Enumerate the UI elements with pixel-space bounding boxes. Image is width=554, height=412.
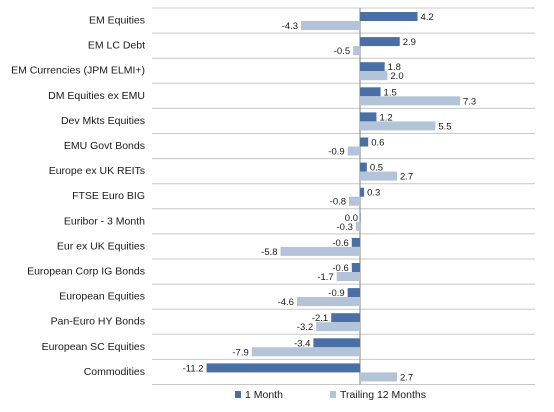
bar-trailing-12-months [316, 322, 360, 332]
bar-1-month [360, 162, 367, 172]
bar-trailing-12-months [360, 372, 397, 382]
bar-trailing-12-months [347, 146, 360, 156]
bar-1-month [331, 313, 360, 323]
data-label: 4.2 [421, 12, 434, 23]
bar-1-month [360, 137, 369, 147]
bar-1-month [360, 112, 377, 122]
data-label: -0.9 [328, 147, 344, 158]
bar-1-month [313, 338, 360, 348]
bar-trailing-12-months [355, 221, 360, 231]
data-label: -5.8 [261, 247, 277, 258]
bar-trailing-12-months [296, 297, 360, 307]
data-label: 0.3 [367, 188, 380, 199]
category-label: Pan-Euro HY Bonds [51, 316, 145, 328]
bar-1-month [347, 288, 360, 298]
data-label: -4.6 [278, 297, 294, 308]
bar-trailing-12-months [280, 246, 360, 256]
category-label: European Equities [59, 291, 145, 303]
legend-label: 1 Month [245, 389, 283, 401]
data-label: -7.9 [232, 347, 248, 358]
data-label: 1.2 [379, 112, 392, 123]
category-label: DM Equities ex EMU [48, 90, 145, 102]
legend: 1 Month Trailing 12 Months [235, 389, 426, 401]
category-label: Eur ex UK Equities [57, 240, 145, 252]
bar-trailing-12-months [336, 272, 360, 281]
category-label: EM LC Debt [88, 40, 145, 52]
data-label: -0.8 [330, 197, 346, 208]
bar-1-month [360, 62, 385, 72]
data-label: -1.7 [317, 272, 333, 283]
category-label: FTSE Euro BIG [72, 190, 145, 202]
bar-1-month [360, 12, 418, 21]
category-label: EM Currencies (JPM ELMI+) [11, 65, 145, 77]
bar-1-month [351, 237, 360, 247]
bar-trailing-12-months [360, 96, 461, 106]
category-label: EM Equities [89, 15, 145, 27]
data-label: 2.0 [390, 71, 403, 82]
data-label: 0.0 [345, 213, 358, 224]
legend-label: Trailing 12 Months [340, 389, 426, 401]
data-label: -0.9 [328, 288, 344, 299]
category-label: Europe ex UK REITs [49, 165, 145, 177]
data-label: -0.5 [334, 46, 350, 57]
data-label: -4.3 [282, 21, 298, 32]
bars [206, 12, 461, 382]
bar-1-month [360, 187, 365, 197]
bar-1-month [360, 212, 361, 222]
legend-swatch [235, 391, 241, 398]
data-label: 2.7 [400, 172, 413, 183]
bar-trailing-12-months [251, 347, 360, 357]
data-label: 7.3 [463, 96, 476, 107]
category-label: European Corp IG Bonds [27, 266, 145, 278]
bar-1-month [360, 87, 381, 97]
category-label: EMU Govt Bonds [64, 140, 145, 152]
data-label: -0.3 [337, 222, 353, 233]
category-label: Dev Mkts Equities [61, 115, 145, 127]
data-label: -11.2 [183, 363, 204, 374]
data-label: 0.6 [371, 138, 384, 149]
bar-trailing-12-months [349, 196, 360, 206]
data-label: -0.6 [332, 263, 348, 274]
data-label: 1.8 [388, 62, 401, 73]
legend-swatch [330, 391, 336, 398]
bar-1-month [206, 363, 360, 373]
data-label: 5.5 [438, 121, 451, 132]
category-label: Euribor - 3 Month [64, 215, 145, 227]
data-label: -2.1 [312, 313, 328, 324]
labels: EM Equities 4.2 -4.3 EM LC Debt 2.9 -0.5 EM Cu… [11, 12, 476, 383]
category-label: European SC Equities [42, 341, 145, 353]
bar-trailing-12-months [301, 21, 360, 30]
bar-1-month [351, 263, 360, 272]
bar-trailing-12-months [360, 71, 388, 81]
data-label: -3.2 [297, 322, 313, 333]
bar-trailing-12-months [353, 46, 360, 56]
data-label: 1.5 [384, 87, 397, 98]
bar-trailing-12-months [360, 171, 397, 181]
bar-1-month [360, 37, 400, 47]
data-label: -3.4 [294, 338, 310, 349]
bar-trailing-12-months [360, 121, 436, 131]
category-label: Commodities [84, 366, 145, 378]
data-label: -0.6 [332, 238, 348, 249]
data-label: 0.5 [370, 163, 383, 174]
data-label: 2.9 [403, 37, 416, 48]
data-label: 2.7 [400, 372, 413, 383]
